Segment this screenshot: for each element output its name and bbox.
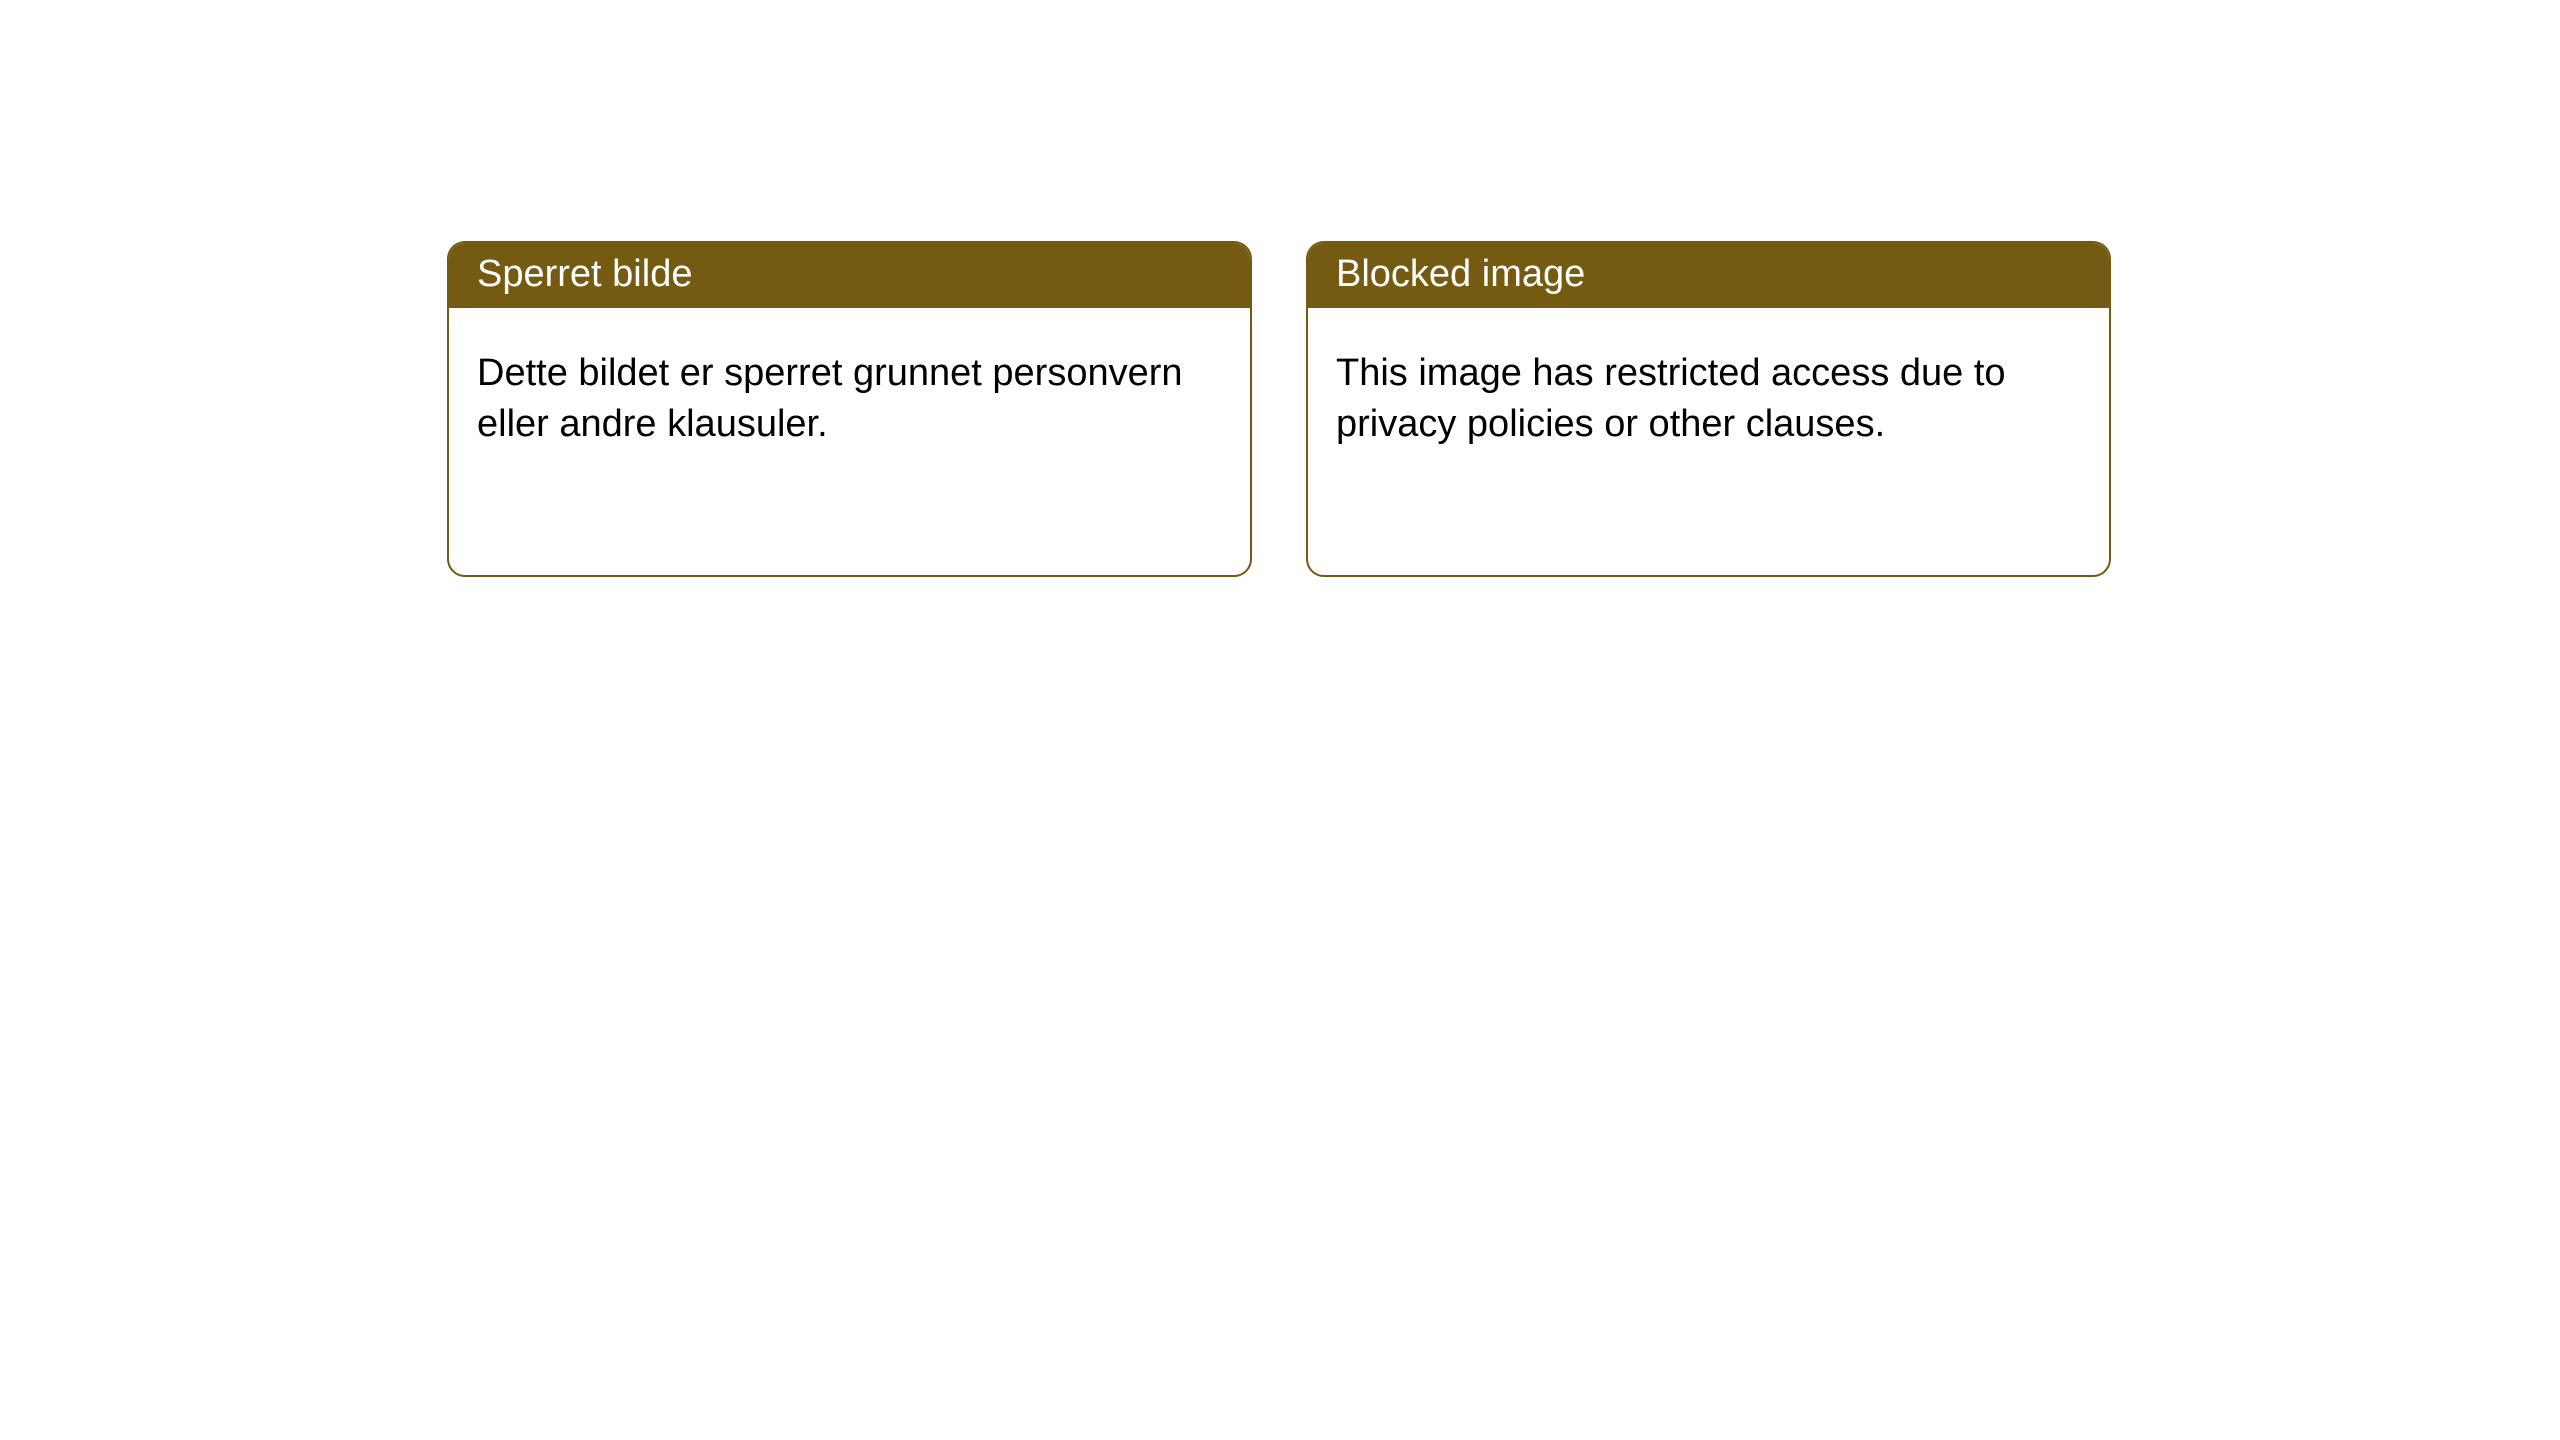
notice-title: Sperret bilde [449,243,1250,308]
notice-card-norwegian: Sperret bilde Dette bildet er sperret gr… [447,241,1252,577]
notice-body: This image has restricted access due to … [1308,308,2109,491]
notice-body: Dette bildet er sperret grunnet personve… [449,308,1250,491]
notice-card-english: Blocked image This image has restricted … [1306,241,2111,577]
notice-title: Blocked image [1308,243,2109,308]
notice-container: Sperret bilde Dette bildet er sperret gr… [0,0,2560,577]
